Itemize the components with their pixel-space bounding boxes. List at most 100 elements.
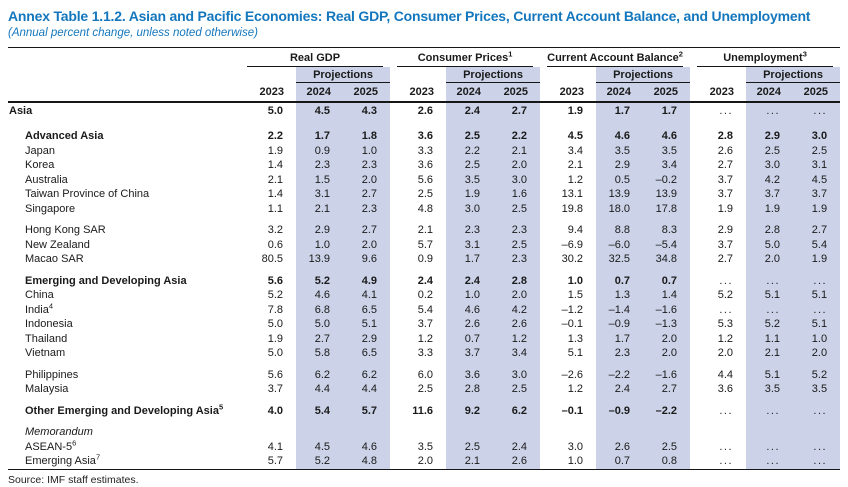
value-cell: 3.3 [417,347,434,359]
value-cell: 2.0 [343,172,391,187]
value-cell: 3.7 [717,238,734,251]
value-cell: ... [719,455,734,467]
value-cell: 3.5 [596,143,644,158]
value-cell: 2.0 [793,346,841,361]
value-cell: 3.5 [643,143,691,158]
value-cell: –6.0 [596,237,644,252]
value-cell: 2.5 [446,158,494,173]
footnote-superscript: 1 [508,48,513,58]
spacer-cell [8,361,240,368]
value-cell: 2.5 [493,382,541,397]
value-cell: 2.0 [717,347,734,359]
value-cell: 4.2 [493,302,541,317]
value-cell: –0.2 [643,172,691,187]
table-row: Japan 1.9 0.9 1.0 3.3 2.2 2.1 3.4 3.5 3.5 2.6 2.5 2.… [8,143,841,158]
spacer-cell [643,418,691,425]
value-cell: 13.1 [561,188,584,200]
value-cell: 2.5 [446,129,494,144]
spacer-cell [240,216,296,223]
value-cell: 2.7 [643,382,691,397]
value-cell: ... [719,440,734,453]
spacer-cell [690,397,746,404]
value-cell: 3.4 [567,144,584,157]
spacer-cell [446,122,494,129]
value-cell: 2.5 [793,143,841,158]
value-cell: 2.0 [746,252,794,267]
blank-cell [390,67,446,83]
value-cell: 2.5 [417,383,434,395]
label-text: Thailand [25,332,68,345]
value-cell: 1.2 [567,173,584,186]
value-cell: 4.5 [296,439,343,454]
value-cell: 1.5 [567,289,584,301]
table-row: New Zealand 0.6 1.0 2.0 5.7 3.1 2.5 –6.9 –6.0 –5.… [8,237,841,252]
spacer-cell [540,267,596,274]
value-cell: 3.5 [417,440,434,453]
spacer-cell [493,216,541,223]
value-cell: –2.2 [596,367,644,382]
value-cell: 2.2 [446,143,494,158]
year-header-row: 2023 2024 2025 2023 2024 2025 2023 2024 2025 2023… [8,83,841,103]
value-cell: –1.2 [561,303,584,316]
value-cell: 5.7 [343,403,391,418]
value-cell: 2.9 [717,224,734,236]
value-cell: –1.6 [643,302,691,317]
label-text: Advanced Asia [25,130,104,142]
value-cell: 2.4 [596,382,644,397]
spacer-cell [390,122,446,129]
value-cell: 1.7 [596,102,644,122]
value-cell: 2.6 [493,454,541,469]
value-cell: 1.0 [567,274,584,287]
label-text: Hong Kong SAR [25,224,106,236]
row-label: Advanced Asia [8,129,240,144]
label-text: Asia [9,105,33,117]
value-cell: 3.7 [417,318,434,330]
value-cell: 3.0 [793,129,841,144]
table-row: India4 7.8 6.8 6.5 5.4 4.6 4.2 –1.2 –1.4 –1.6....… [8,302,841,317]
spacer-cell [493,360,541,368]
label-text: Macao SAR [25,253,84,265]
projections-row: Projections Projections Projections Project… [8,67,841,83]
row-label: Malaysia [8,382,240,397]
label-text: Emerging and Developing Asia [25,274,187,287]
spacer-cell [8,122,240,129]
spacer-cell [596,216,644,223]
value-cell: ... [719,274,734,287]
value-cell: 3.6 [717,383,734,395]
spacer-cell [540,418,596,425]
value-cell: ... [719,404,734,417]
spacer-cell [746,266,794,274]
value-cell: 3.3 [417,144,434,157]
value-cell [596,425,644,440]
value-cell: 1.0 [793,331,841,346]
table-row: Hong Kong SAR 3.2 2.9 2.7 2.1 2.3 2.3 9.4 8.8 8.3… [8,223,841,238]
value-cell: 2.9 [746,129,794,144]
value-cell: 2.0 [493,288,541,303]
label-text: Emerging Asia [25,455,96,467]
spacer-cell [690,418,746,425]
spacer-cell [343,360,391,368]
value-cell: 5.4 [417,303,434,316]
label-text: New Zealand [25,238,90,251]
label-text: Singapore [25,202,76,215]
row-label: China [8,288,240,303]
value-cell: 32.5 [596,252,644,267]
value-cell: 4.3 [343,102,391,122]
value-cell: ... [746,302,794,317]
value-cell: 2.8 [446,382,494,397]
spacer-cell [596,266,644,274]
value-cell: 5.1 [793,317,841,332]
value-cell: 2.7 [793,223,841,238]
value-cell: 1.9 [567,105,584,117]
value-cell [240,425,296,440]
source-note: Source: IMF staff estimates. [8,473,139,486]
label-text: Unemployment [723,51,803,64]
spacer-cell [446,360,494,368]
table-title: Annex Table 1.1.2. Asian and Pacific Eco… [8,8,811,24]
value-cell: 1.5 [296,172,343,187]
value-cell: –0.9 [596,403,644,418]
value-cell: 1.1 [267,202,283,215]
spacer-cell [240,361,296,368]
value-cell: –0.9 [596,317,644,332]
